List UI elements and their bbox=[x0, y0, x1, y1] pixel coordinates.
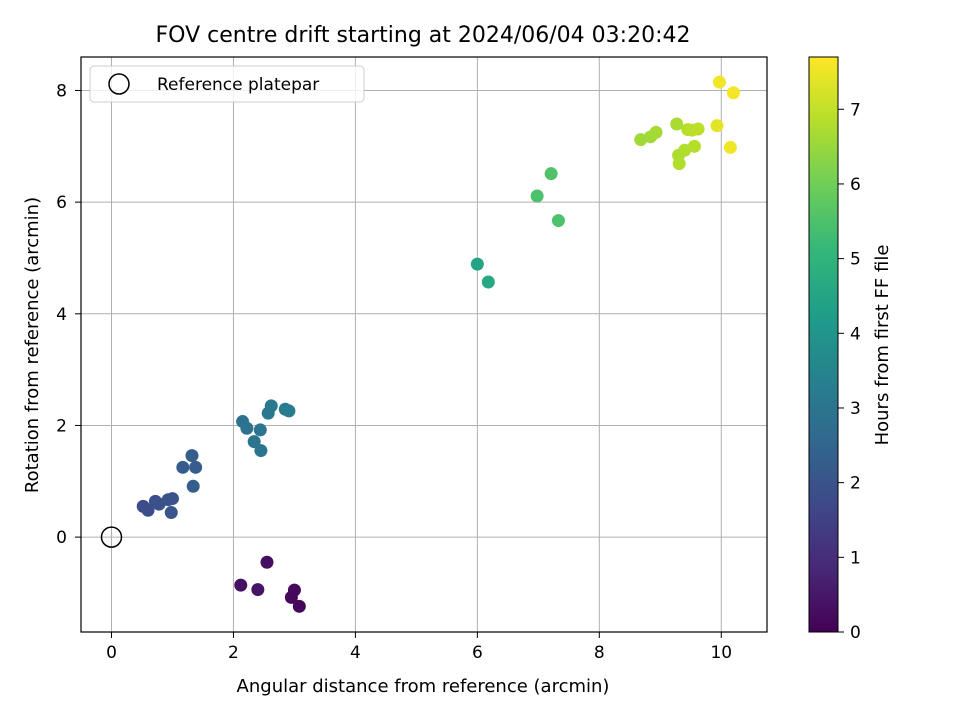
colorbar-tick-label: 4 bbox=[850, 324, 861, 344]
data-point bbox=[726, 86, 740, 100]
x-tick-label: 6 bbox=[472, 643, 483, 663]
data-point bbox=[260, 555, 274, 569]
y-axis-ticks: 0 2 4 6 8 bbox=[56, 81, 81, 548]
data-point bbox=[164, 506, 178, 520]
colorbar-tick-label: 1 bbox=[850, 548, 861, 568]
colorbar-tick-label: 3 bbox=[850, 399, 861, 419]
data-point bbox=[712, 75, 726, 89]
legend-marker-icon bbox=[108, 73, 130, 95]
y-tick-label: 8 bbox=[56, 81, 67, 101]
data-point bbox=[251, 583, 265, 597]
y-axis-label: Rotation from reference (arcmin) bbox=[22, 197, 43, 493]
colorbar-tick-label: 6 bbox=[850, 175, 861, 195]
data-point bbox=[185, 449, 199, 463]
reference-point-group bbox=[100, 526, 123, 548]
plot-frame bbox=[80, 56, 768, 633]
data-point bbox=[282, 404, 296, 418]
data-point bbox=[544, 167, 558, 181]
data-point bbox=[672, 157, 686, 171]
data-point bbox=[186, 479, 200, 493]
data-point bbox=[189, 460, 203, 474]
data-point bbox=[247, 435, 261, 449]
legend-label-reference: Reference platepar bbox=[157, 75, 319, 95]
x-tick-label: 0 bbox=[106, 643, 117, 663]
data-point bbox=[687, 139, 701, 153]
data-point bbox=[284, 590, 298, 604]
x-tick-label: 2 bbox=[228, 643, 239, 663]
y-tick-label: 2 bbox=[56, 416, 67, 436]
colorbar-label: Hours from first FF file bbox=[872, 245, 893, 446]
data-point bbox=[481, 275, 495, 289]
x-tick-label: 8 bbox=[594, 643, 605, 663]
data-point bbox=[723, 140, 737, 154]
data-point bbox=[551, 214, 565, 228]
data-point bbox=[165, 492, 179, 506]
y-tick-label: 0 bbox=[56, 528, 67, 548]
data-point bbox=[253, 423, 267, 437]
data-point bbox=[649, 125, 663, 139]
data-point bbox=[254, 444, 268, 458]
colorbar-tick-label: 0 bbox=[850, 623, 861, 643]
colorbar bbox=[808, 56, 839, 633]
data-point bbox=[292, 599, 306, 613]
x-axis-label: Angular distance from reference (arcmin) bbox=[237, 676, 610, 697]
colorbar-ticks: 0 1 2 3 4 5 6 7 bbox=[838, 100, 861, 643]
x-tick-label: 10 bbox=[710, 643, 732, 663]
data-point bbox=[710, 119, 724, 133]
data-point bbox=[670, 117, 684, 131]
data-point bbox=[634, 133, 648, 147]
data-point bbox=[264, 399, 278, 413]
y-tick-label: 6 bbox=[56, 193, 67, 213]
data-point bbox=[678, 143, 692, 157]
plot-area bbox=[81, 57, 767, 632]
data-point bbox=[141, 503, 155, 517]
x-axis-ticks: 0 2 4 6 8 10 bbox=[106, 632, 732, 663]
data-point bbox=[470, 257, 484, 271]
data-points bbox=[136, 75, 740, 613]
data-point bbox=[240, 421, 254, 435]
chart-title: FOV centre drift starting at 2024/06/04 … bbox=[156, 23, 691, 48]
legend: Reference platepar bbox=[89, 65, 365, 103]
x-tick-label: 4 bbox=[350, 643, 361, 663]
colorbar-tick-label: 2 bbox=[850, 474, 861, 494]
data-point bbox=[530, 189, 544, 203]
colorbar-tick-label: 5 bbox=[850, 250, 861, 270]
y-tick-label: 4 bbox=[56, 305, 67, 325]
legend-box bbox=[89, 65, 365, 103]
data-point bbox=[691, 122, 705, 136]
data-point bbox=[234, 578, 248, 592]
colorbar-tick-label: 7 bbox=[850, 100, 861, 120]
data-point bbox=[176, 460, 190, 474]
reference-point bbox=[100, 526, 123, 548]
